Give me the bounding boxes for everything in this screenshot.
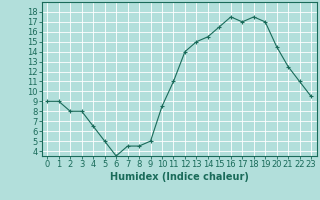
X-axis label: Humidex (Indice chaleur): Humidex (Indice chaleur) bbox=[110, 172, 249, 182]
